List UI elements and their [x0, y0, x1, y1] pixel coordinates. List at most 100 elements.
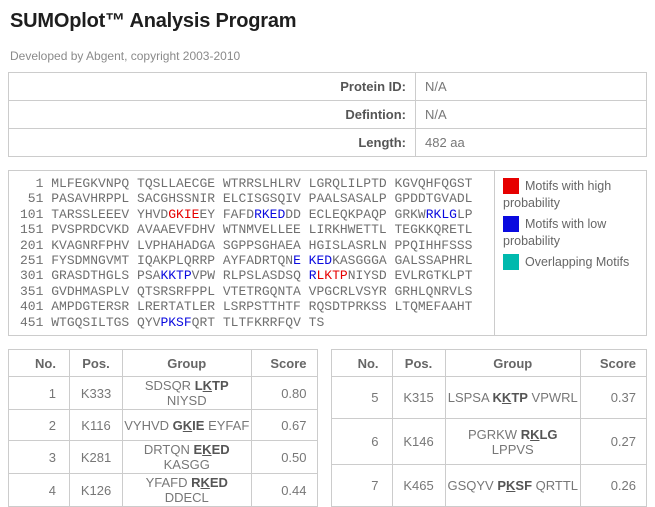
sequence-line: 151 PVSPRDCVKD AVAAEVFDHV WTNMVELLEE LIR…	[20, 222, 494, 237]
sequence-line: 401 AMPDGTERSR LRERTATLER LSRPSTTHTF RQS…	[20, 299, 494, 314]
sequence-line: 201 KVAGNRFPHV LVPHAHADGA SGPPSGHAEA HGI…	[20, 238, 494, 253]
sequence-line: 351 GVDHMASPLV QTSRSRFPPL VTETRGQNTA VPG…	[20, 284, 494, 299]
cell-score: 0.80	[250, 376, 318, 411]
cell-score: 0.26	[580, 463, 647, 507]
group-flank: DDECL	[164, 490, 209, 506]
motif-low-segment: R	[308, 268, 317, 284]
results-table-right: No. Pos. Group Score 5 K315 LSPSA KKTP VPWRL 0…	[330, 349, 647, 507]
cell-pos: K465	[391, 463, 446, 507]
table-row: 2 K116 VYHVD GKIE EYFAF 0.67	[8, 409, 318, 442]
cell-group: YFAFD RKED DDECL	[122, 473, 252, 507]
cell-pos: K281	[69, 440, 123, 475]
sequence-segment: AMPDGTERSR LRERTATLER LSRPSTTHTF RQSDTPR…	[51, 299, 473, 315]
cell-pos: K146	[391, 418, 446, 465]
group-flank: YFAFD	[145, 475, 192, 491]
legend-item: Motifs with high probability	[503, 178, 642, 212]
motif-high-segment: GKIE	[168, 206, 200, 222]
protein-sequence: 1 MLFEGKVNPQ TQSLLAECGE WTRRSLHLRV LGRQL…	[9, 171, 494, 335]
protein-id-label: Protein ID:	[8, 72, 416, 101]
motif-low-segment: RKED	[254, 206, 286, 222]
sequence-line-number: 401	[20, 299, 52, 315]
table-row: 3 K281 DRTQN EKED KASGG 0.50	[8, 440, 318, 475]
target-lysine: K	[202, 378, 213, 394]
page-subtitle: Developed by Abgent, copyright 2003-2010	[10, 49, 241, 63]
legend-swatch-icon	[503, 216, 519, 232]
target-lysine: K	[530, 426, 540, 442]
sequence-line-number: 251	[20, 253, 52, 269]
sequence-line: 301 GRASDTHGLS PSAKKTPVPW RLPSLASDSQ RLK…	[20, 268, 494, 283]
info-row-protein-id: Protein ID: N/A	[8, 72, 647, 101]
group-core-motif: KKTP	[492, 390, 528, 406]
cell-no: 6	[330, 418, 393, 465]
cell-no: 3	[8, 440, 70, 475]
cell-group: GSQYV PKSF QRTTL	[444, 463, 582, 507]
sequence-segment: PVSPRDCVKD AVAAEVFDHV WTNMVELLEE LIRKHWE…	[51, 222, 473, 238]
sequence-line-number: 51	[20, 191, 52, 207]
group-flank: NIYSD	[166, 393, 207, 409]
cell-pos: K315	[391, 376, 446, 420]
target-lysine: K	[202, 442, 212, 458]
sequence-line: 51 PASAVHRPPL SACGHSSNIR ELCISGSQIV PAAL…	[20, 191, 494, 206]
cell-no: 4	[8, 473, 70, 507]
table-row: 1 K333 SDSQR LKTP NIYSD 0.80	[8, 376, 318, 411]
cell-score: 0.50	[250, 440, 318, 475]
table-row: 7 K465 GSQYV PKSF QRTTL 0.26	[330, 463, 647, 507]
table-row: 4 K126 YFAFD RKED DDECL 0.44	[8, 473, 318, 507]
protein-info-table: Protein ID: N/A Defintion: N/A Length: 4…	[8, 72, 647, 157]
group-core-motif: PKSF	[497, 477, 533, 493]
cell-pos: K126	[69, 473, 123, 507]
cell-no: 1	[8, 376, 70, 411]
table-header-row: No. Pos. Group Score	[330, 349, 647, 378]
group-flank: LSPSA	[447, 390, 493, 406]
column-header-group: Group	[444, 349, 582, 378]
length-value: 482 aa	[415, 128, 647, 157]
legend-label: Motifs with low probability	[503, 217, 607, 248]
protein-id-value: N/A	[415, 72, 647, 101]
column-header-pos: Pos.	[69, 349, 123, 378]
legend-swatch-icon	[503, 254, 519, 270]
target-lysine: K	[501, 390, 512, 406]
column-header-no: No.	[330, 349, 393, 378]
sequence-segment: NIYSD EVLRGTKLPT	[347, 268, 473, 284]
table-row: 5 K315 LSPSA KKTP VPWRL 0.37	[330, 376, 647, 420]
column-header-group: Group	[122, 349, 252, 378]
sequence-segment: GRASDTHGLS PSA	[51, 268, 161, 284]
cell-score: 0.67	[250, 409, 318, 442]
column-header-score: Score	[250, 349, 318, 378]
sequence-line-number: 301	[20, 268, 52, 284]
sequence-line: 1 MLFEGKVNPQ TQSLLAECGE WTRRSLHLRV LGRQL…	[20, 176, 494, 191]
group-flank: GSQYV	[447, 477, 498, 493]
sequence-segment: VPW RLPSLASDSQ	[191, 268, 309, 284]
legend-swatch-icon	[503, 178, 519, 194]
group-flank: PGRKW	[467, 426, 521, 442]
group-core-motif: RKED	[191, 475, 228, 491]
target-lysine: K	[182, 417, 193, 433]
sequence-line: 101 TARSSLEEEV YHVDGKIEEY FAFDRKEDDD ECL…	[20, 207, 494, 222]
sequence-line-number: 1	[20, 176, 52, 191]
cell-group: DRTQN EKED KASGG	[122, 440, 252, 475]
target-lysine: K	[506, 477, 516, 493]
cell-no: 2	[8, 409, 70, 442]
sequence-segment: WTGQSILTGS QYV	[51, 314, 161, 330]
results-table-left: No. Pos. Group Score 1 K333 SDSQR LKTP NIYSD 0…	[8, 349, 318, 507]
motif-low-segment: E KED	[293, 253, 333, 269]
sequence-panel: 1 MLFEGKVNPQ TQSLLAECGE WTRRSLHLRV LGRQL…	[8, 170, 647, 337]
cell-score: 0.44	[250, 473, 318, 507]
motif-low-segment: KKTP	[160, 268, 192, 284]
sequence-line: 251 FYSDMNGVMT IQAKPLQRRP AYFADRTQNE KED…	[20, 253, 494, 268]
group-flank: DRTQN	[143, 442, 194, 458]
sequence-segment: DD ECLEQKPAQP GRKW	[285, 206, 426, 222]
legend-label: Overlapping Motifs	[525, 255, 630, 269]
column-header-score: Score	[580, 349, 647, 378]
page-container: SUMOplot™ Analysis Program Developed by …	[0, 10, 655, 507]
legend-item: Overlapping Motifs	[503, 254, 642, 271]
group-core-motif: EKED	[193, 442, 230, 458]
group-flank: VPWRL	[527, 390, 578, 406]
motif-legend: Motifs with high probability Motifs with …	[494, 171, 646, 336]
sequence-line-number: 101	[20, 206, 52, 222]
sequence-segment: KASGGGA GALSSAPHRL	[332, 253, 473, 269]
definition-value: N/A	[415, 100, 647, 129]
cell-pos: K333	[69, 376, 123, 411]
motif-high-segment: LKTP	[316, 268, 348, 284]
group-flank: SDSQR	[144, 378, 195, 394]
